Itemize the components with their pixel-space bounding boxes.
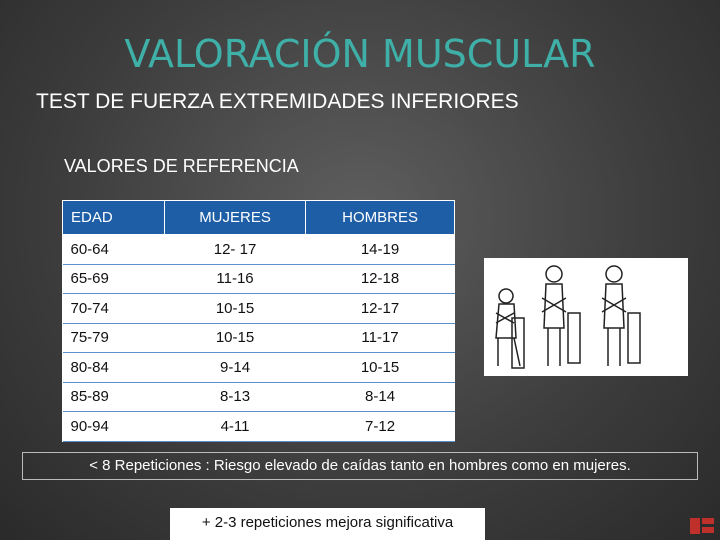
footer-note: + 2-3 repeticiones mejora significativa [170,508,485,540]
reference-table: EDAD MUJERES HOMBRES 60-64 12- 17 14-19 65-69… [62,200,455,442]
illustration [484,258,688,376]
table-cell: 4-11 [164,411,306,442]
table-cell: 8-14 [305,382,455,412]
table-cell: 11-16 [164,264,306,294]
table-cell: 10-15 [164,293,306,324]
table-cell: 9-14 [164,352,306,383]
table-row: 75-79 10-15 11-17 [62,323,455,353]
table-cell: 75-79 [62,323,165,353]
column-header: HOMBRES [305,200,455,235]
header-row: EDAD MUJERES HOMBRES [62,200,455,235]
column-header: EDAD [62,200,165,235]
title: VALORACIÓN MUSCULAR [124,32,596,76]
table-cell: 65-69 [62,264,165,294]
table-cell: 7-12 [305,411,455,442]
table-cell: 14-19 [305,234,455,265]
note: < 8 Repeticiones : Riesgo elevado de caí… [22,452,698,480]
table-cell: 80-84 [62,352,165,383]
table-row: 60-64 12- 17 14-19 [62,234,455,265]
table-body: 60-64 12- 17 14-19 65-69 11-16 12-18 70-74 10-1… [62,234,455,442]
table-cell: 12-17 [305,293,455,324]
table-cell: 85-89 [62,382,165,412]
table-cell: 12-18 [305,264,455,294]
column-header: MUJERES [163,200,307,235]
section-label: VALORES DE REFERENCIA [64,156,299,176]
subtitle: TEST DE FUERZA EXTREMIDADES INFERIORES [36,90,519,113]
table-cell: 12- 17 [164,234,306,265]
table-cell: 11-17 [305,323,455,353]
table-cell: 8-13 [164,382,306,412]
table-cell: 70-74 [62,293,165,324]
table-cell: 10-15 [164,323,306,353]
table-cell: 10-15 [305,352,455,383]
table-cell: 60-64 [62,234,165,265]
table-row: 80-84 9-14 10-15 [62,352,455,383]
table-row: 65-69 11-16 12-18 [62,264,455,294]
table-row: 90-94 4-11 7-12 [62,411,455,442]
logo [690,518,714,534]
table-row: 85-89 8-13 8-14 [62,382,455,412]
table-cell: 90-94 [62,411,165,442]
table-row: 70-74 10-15 12-17 [62,293,455,324]
